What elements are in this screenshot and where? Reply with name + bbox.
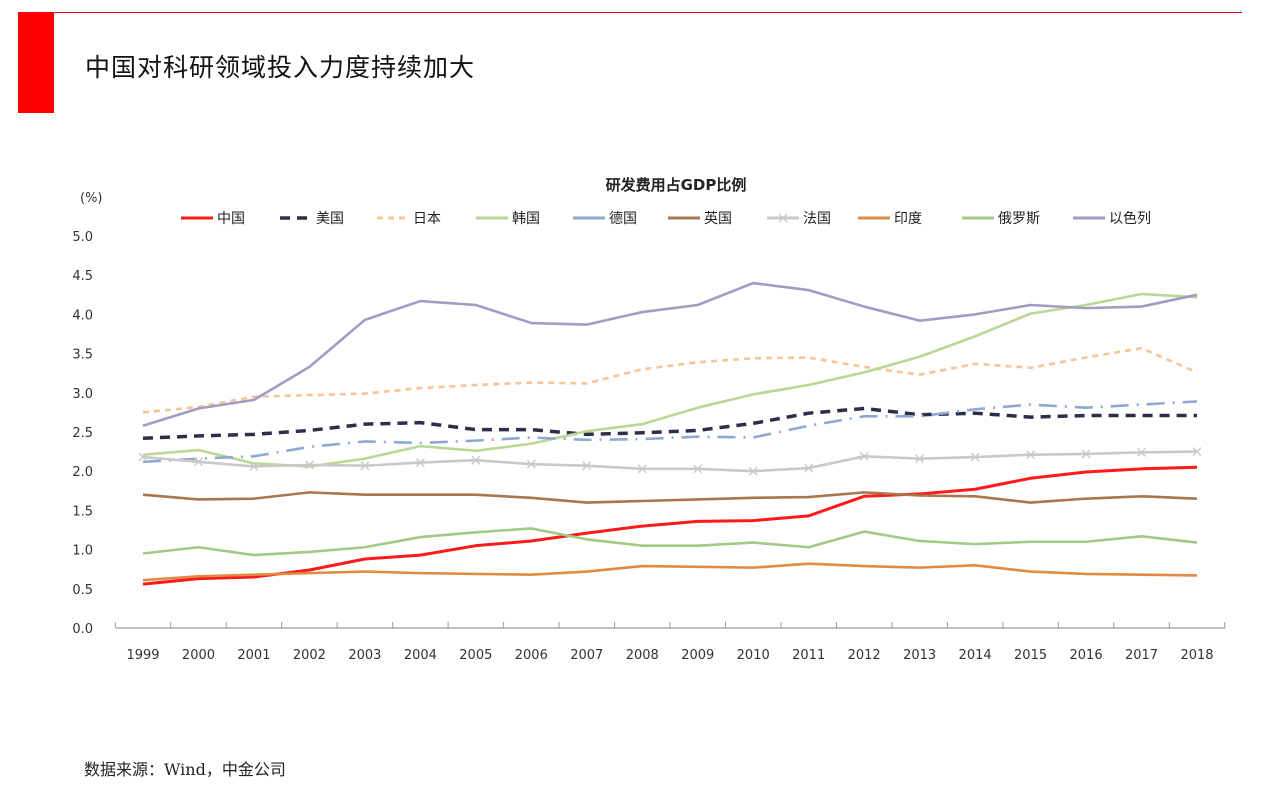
x-tick-label: 2011	[792, 648, 825, 663]
data-point-marker	[526, 459, 536, 469]
x-tick-label: 2012	[848, 648, 881, 663]
legend-label: 韩国	[512, 211, 540, 227]
series-line-0	[142, 465, 1198, 586]
source-note: 数据来源：Wind，中金公司	[84, 760, 286, 779]
data-point-marker	[471, 455, 481, 465]
legend-label: 美国	[316, 211, 344, 227]
x-tick-label: 1999	[126, 648, 159, 663]
x-tick-label: 2003	[348, 648, 381, 663]
legend-label: 俄罗斯	[998, 211, 1040, 227]
data-point-marker	[360, 461, 370, 471]
legend-label: 日本	[413, 211, 441, 227]
x-tick-label: 2018	[1180, 648, 1213, 663]
x-tick-label: 2009	[681, 648, 714, 663]
legend-label: 印度	[894, 211, 922, 227]
x-tick-label: 2000	[182, 648, 215, 663]
y-tick-label: 4.0	[72, 308, 93, 323]
x-tick-label: 2008	[626, 648, 659, 663]
series-line-3	[142, 292, 1198, 468]
legend-label: 德国	[609, 211, 637, 227]
top-divider	[18, 12, 1242, 13]
y-tick-label: 3.5	[72, 348, 93, 363]
x-tick-label: 2016	[1070, 648, 1103, 663]
chart-title: 研发费用占GDP比例	[606, 176, 747, 194]
legend-item: 英国	[668, 210, 732, 227]
x-tick-label: 2004	[404, 648, 437, 663]
legend-label: 英国	[704, 210, 732, 227]
y-tick-label: 5.0	[72, 230, 93, 245]
x-tick-label: 2002	[293, 648, 326, 663]
y-tick-label: 2.5	[72, 426, 93, 441]
data-point-marker	[1192, 447, 1202, 457]
x-tick-label: 2005	[459, 648, 492, 663]
data-point-marker	[804, 463, 814, 473]
legend-item: 日本	[377, 211, 441, 227]
data-point-marker	[193, 457, 203, 467]
y-tick-label: 1.0	[72, 544, 93, 559]
x-tick-label: 2010	[737, 648, 770, 663]
y-tick-label: 0.0	[72, 622, 93, 637]
x-tick-label: 2001	[237, 648, 270, 663]
page-title: 中国对科研领域投入力度持续加大	[85, 53, 476, 82]
accent-block	[18, 13, 54, 113]
y-tick-label: 4.5	[72, 269, 93, 284]
data-point-marker	[1026, 450, 1036, 460]
legend-label: 法国	[803, 211, 831, 227]
series-line-5	[142, 491, 1198, 504]
legend-item: 德国	[573, 211, 637, 227]
data-point-marker	[415, 458, 425, 468]
legend-item: 以色列	[1073, 210, 1151, 227]
legend-item: 中国	[181, 211, 245, 227]
y-tick-label: 0.5	[72, 583, 93, 598]
legend-item: 印度	[858, 211, 922, 227]
legend-item: 美国	[280, 211, 344, 227]
series-line-9	[142, 281, 1198, 427]
legend-item: 俄罗斯	[962, 211, 1040, 227]
data-point-marker	[970, 452, 980, 462]
y-axis-unit: (%)	[80, 191, 103, 206]
data-point-marker	[304, 460, 314, 470]
data-point-marker	[138, 452, 148, 462]
data-point-marker	[249, 462, 259, 471]
x-tick-label: 2017	[1125, 648, 1158, 663]
x-tick-label: 2007	[570, 648, 603, 663]
legend-item: 韩国	[476, 211, 540, 227]
series-line-1	[142, 406, 1197, 441]
series-line-2	[142, 346, 1198, 414]
x-tick-label: 2013	[903, 648, 936, 663]
y-tick-label: 1.5	[72, 504, 93, 519]
data-point-marker	[582, 461, 592, 471]
legend-item: 法国	[767, 211, 831, 227]
y-tick-label: 2.0	[72, 465, 93, 480]
data-point-marker	[693, 464, 703, 474]
data-point-marker	[748, 466, 758, 476]
data-point-marker	[1137, 447, 1147, 457]
x-tick-label: 2014	[959, 648, 992, 663]
data-point-marker	[915, 454, 925, 464]
legend-label: 以色列	[1109, 210, 1151, 227]
data-point-marker	[1081, 449, 1091, 459]
legend-label: 中国	[217, 211, 245, 227]
data-point-marker	[859, 451, 869, 461]
x-tick-label: 2006	[515, 648, 548, 663]
y-tick-label: 3.0	[72, 387, 93, 402]
data-point-marker	[637, 464, 647, 474]
x-tick-label: 2015	[1014, 648, 1047, 663]
series-line-6	[142, 450, 1198, 473]
series-line-8	[142, 527, 1198, 557]
series-line-7	[142, 562, 1198, 582]
